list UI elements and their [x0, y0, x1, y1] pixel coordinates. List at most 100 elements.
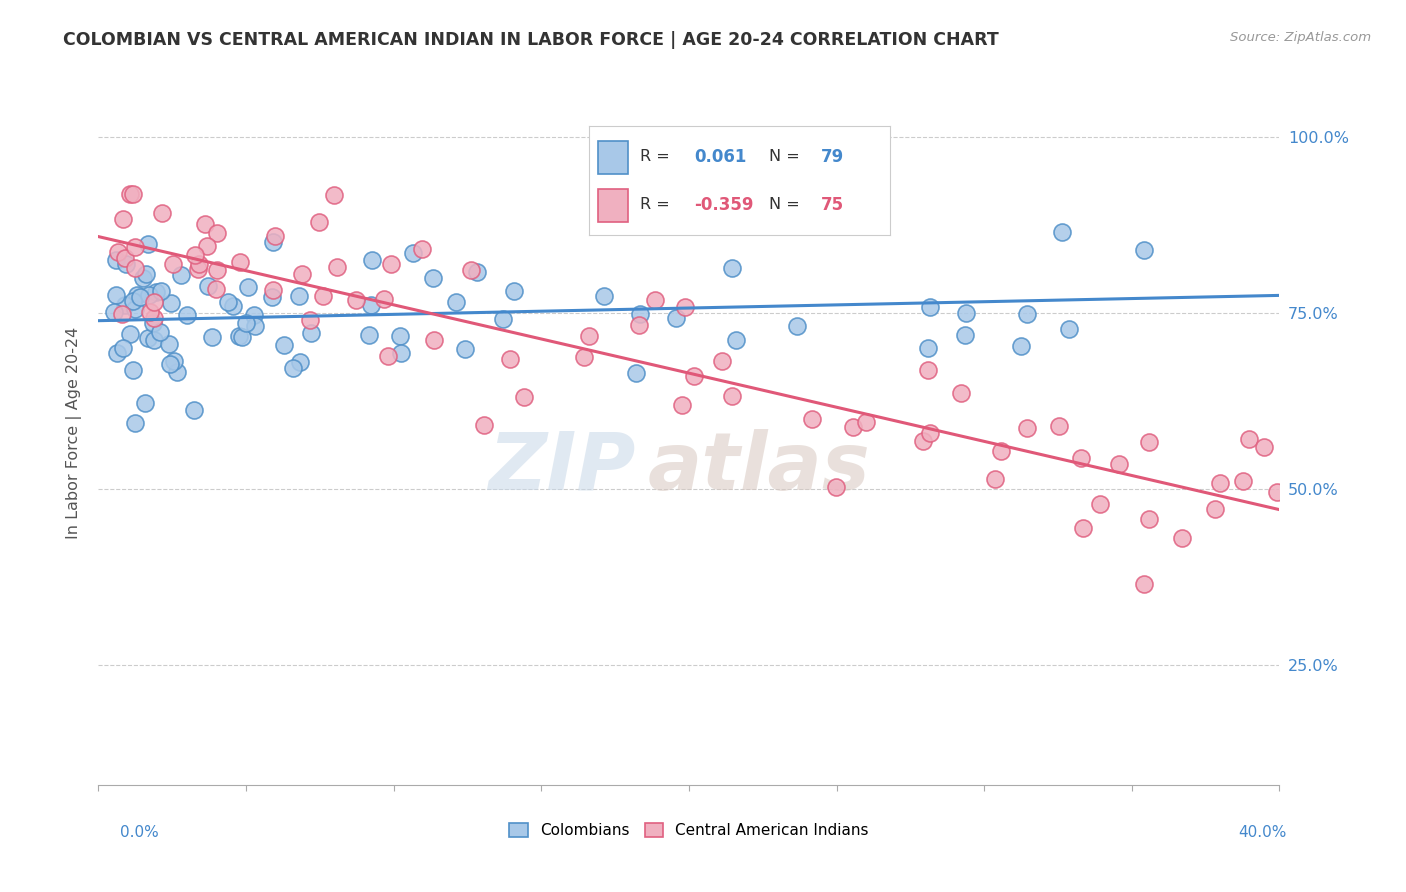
Point: [262, 235, 284, 249]
Point: [145, 285, 167, 300]
Point: [357, 328, 380, 343]
Point: [183, 403, 205, 417]
Point: [139, 305, 162, 319]
Point: [411, 242, 433, 256]
Point: [728, 192, 751, 206]
Point: [323, 188, 346, 202]
Point: [205, 226, 228, 240]
Point: [166, 365, 188, 379]
Point: [115, 256, 138, 270]
Point: [125, 287, 148, 301]
Point: [465, 265, 488, 279]
Point: [122, 294, 145, 309]
Point: [389, 346, 412, 360]
Point: [920, 300, 942, 314]
Point: [1017, 421, 1039, 435]
Y-axis label: In Labor Force | Age 20-24: In Labor Force | Age 20-24: [66, 326, 83, 539]
Point: [124, 239, 146, 253]
Point: [194, 217, 217, 231]
Point: [118, 326, 141, 341]
Text: 0.0%: 0.0%: [120, 825, 159, 840]
Point: [134, 396, 156, 410]
Point: [143, 295, 166, 310]
Point: [143, 333, 166, 347]
Point: [472, 418, 495, 433]
Point: [170, 268, 193, 282]
Point: [283, 360, 305, 375]
Point: [444, 294, 467, 309]
Point: [236, 280, 259, 294]
Point: [361, 253, 384, 268]
Point: [513, 390, 536, 404]
Point: [228, 254, 250, 268]
Point: [917, 363, 939, 377]
Point: [1057, 322, 1080, 336]
Point: [990, 444, 1012, 458]
Point: [1108, 457, 1130, 471]
Point: [492, 311, 515, 326]
Point: [160, 296, 183, 310]
Point: [105, 288, 128, 302]
Point: [578, 329, 600, 343]
Point: [624, 367, 647, 381]
Point: [949, 385, 972, 400]
Point: [917, 341, 939, 355]
Point: [401, 245, 423, 260]
Point: [163, 354, 186, 368]
Point: [422, 271, 444, 285]
Point: [290, 267, 312, 281]
Point: [786, 319, 808, 334]
Point: [389, 329, 412, 343]
Point: [373, 292, 395, 306]
Point: [377, 349, 399, 363]
Point: [150, 206, 173, 220]
Point: [121, 363, 143, 377]
Point: [135, 267, 157, 281]
Point: [157, 337, 180, 351]
Point: [953, 328, 976, 343]
Point: [176, 308, 198, 322]
Point: [299, 326, 322, 340]
Point: [628, 308, 651, 322]
Point: [132, 271, 155, 285]
Point: [222, 299, 245, 313]
Point: [118, 187, 141, 202]
Point: [138, 288, 160, 302]
Point: [1015, 306, 1038, 320]
Point: [288, 289, 311, 303]
Point: [1237, 432, 1260, 446]
Point: [673, 300, 696, 314]
Point: [184, 248, 207, 262]
Point: [918, 426, 941, 441]
Point: [111, 341, 134, 355]
Point: [136, 331, 159, 345]
Point: [1253, 440, 1275, 454]
Point: [138, 237, 160, 252]
Point: [205, 282, 228, 296]
Text: atlas: atlas: [648, 429, 870, 507]
Point: [107, 245, 129, 260]
Point: [263, 229, 285, 244]
Point: [149, 285, 172, 299]
Point: [114, 252, 136, 266]
Point: [326, 260, 349, 274]
Point: [1209, 475, 1232, 490]
Point: [260, 290, 283, 304]
Point: [1137, 512, 1160, 526]
Point: [1137, 435, 1160, 450]
Point: [855, 415, 877, 429]
Point: [1050, 226, 1073, 240]
Point: [499, 352, 522, 367]
Point: [800, 412, 823, 426]
Point: [207, 263, 229, 277]
Point: [103, 304, 125, 318]
Point: [159, 357, 181, 371]
Point: [824, 480, 846, 494]
Point: [231, 330, 253, 344]
Text: Source: ZipAtlas.com: Source: ZipAtlas.com: [1230, 31, 1371, 45]
Point: [142, 316, 165, 330]
Point: [572, 350, 595, 364]
Point: [187, 262, 209, 277]
Point: [671, 399, 693, 413]
Point: [262, 284, 284, 298]
